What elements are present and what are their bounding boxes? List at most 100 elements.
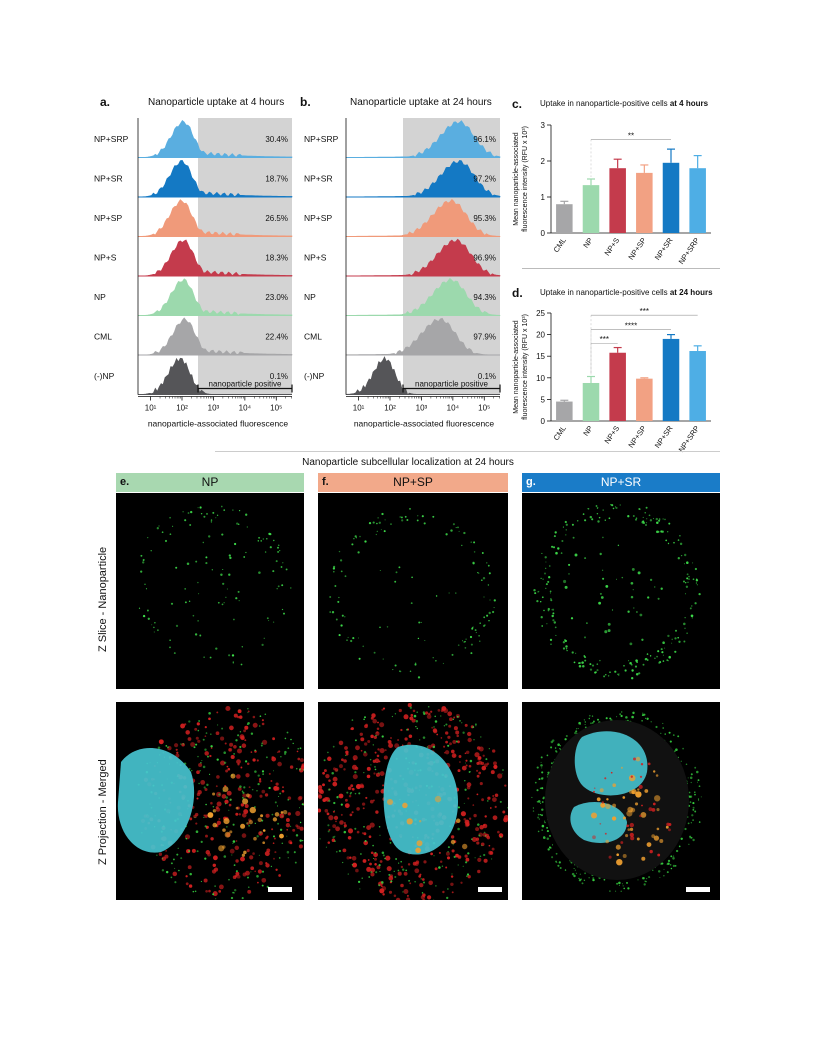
nanoparticle-dot [619, 504, 621, 506]
nanoparticle-dot [188, 720, 191, 723]
nanoparticle-dot [199, 506, 202, 509]
nanoparticle-dot [423, 881, 425, 884]
lysosome-dot [370, 716, 374, 720]
nanoparticle-dot [273, 539, 275, 542]
lysosome-dot [492, 749, 496, 753]
row-label: (-)NP [94, 371, 115, 381]
lysosome-dot [342, 848, 347, 853]
nanoparticle-dot [370, 764, 372, 766]
lysosome-dot [464, 752, 467, 755]
nanoparticle-dot [237, 590, 240, 593]
lysosome-dot [344, 803, 350, 808]
nanoparticle-dot [400, 516, 403, 519]
lysosome-dot [233, 713, 238, 718]
nanoparticle-dot [230, 896, 234, 900]
lysosome-dot [285, 823, 291, 828]
row-label: NP+S [304, 252, 327, 262]
lysosome-dot [190, 742, 196, 747]
nanoparticle-dot [609, 717, 612, 720]
lysosome-dot [369, 799, 374, 804]
nanoparticle-dot [582, 664, 585, 668]
nanoparticle-dot [464, 640, 466, 643]
nanoparticle-dot [451, 653, 454, 656]
nanoparticle-dot [340, 570, 343, 573]
nanoparticle-dot [361, 877, 363, 879]
nanoparticle-dot [417, 515, 419, 517]
lysosome-dot [423, 860, 427, 864]
nanoparticle-dot [683, 580, 685, 583]
row-label: NP+SP [94, 213, 122, 223]
lysosome-dot [450, 835, 455, 839]
nanoparticle-dot [588, 717, 591, 720]
lysosome-dot [352, 774, 358, 780]
colocalized-dot [272, 817, 278, 822]
nanoparticle-dot [331, 611, 335, 614]
nanoparticle-dot [552, 608, 555, 611]
nanoparticle-dot [537, 591, 539, 593]
histogram-np-srp [137, 119, 293, 158]
nanoparticle-dot [226, 588, 228, 590]
nanoparticle-dot [218, 793, 221, 796]
nanoparticle-dot [399, 516, 401, 518]
x-tick-label: NP+SP [626, 236, 648, 261]
nanoparticle-dot [642, 663, 645, 666]
nanoparticle-dot [561, 539, 564, 543]
nanoparticle-dot [329, 611, 332, 613]
colocalized-dot [646, 842, 652, 847]
nanoparticle-dot [614, 670, 617, 673]
nanoparticle-dot [256, 835, 259, 838]
nanoparticle-dot [475, 725, 477, 727]
column-header-np-sp-label: NP+SP [393, 475, 433, 489]
nanoparticle-dot [200, 762, 202, 764]
lysosome-dot [476, 769, 479, 772]
lysosome-dot [397, 738, 400, 742]
lysosome-dot [466, 785, 471, 790]
lysosome-dot [349, 813, 353, 817]
nanoparticle-dot [406, 519, 409, 521]
nanoparticle-dot [696, 781, 699, 783]
significance-label: ** [628, 131, 634, 140]
lysosome-dot [187, 737, 192, 741]
lysosome-dot [601, 801, 605, 804]
panel-c-title-bold: at 4 hours [669, 99, 709, 108]
nanoparticle-dot [540, 577, 542, 579]
colocalized-dot [655, 774, 659, 777]
lysosome-dot [246, 849, 250, 853]
nanoparticle-dot [262, 773, 264, 775]
nanoparticle-dot [209, 656, 212, 659]
nanoparticle-dot [548, 576, 551, 579]
nanoparticle-dot [414, 881, 416, 883]
lysosome-dot [668, 828, 671, 832]
nanoparticle-dot [447, 850, 449, 853]
nucleus [117, 748, 195, 853]
nanoparticle-dot [473, 739, 475, 741]
nanoparticle-dot [591, 715, 594, 717]
nanoparticle-dot [559, 867, 562, 869]
nanoparticle-dot [338, 849, 342, 853]
nanoparticle-dot [662, 722, 664, 724]
nanoparticle-dot [592, 720, 595, 723]
nanoparticle-dot [658, 661, 661, 664]
nanoparticle-dot [538, 778, 541, 781]
lysosome-dot [343, 759, 347, 763]
lysosome-dot [261, 722, 265, 726]
nanoparticle-dot [335, 850, 338, 853]
nanoparticle-dot [232, 509, 234, 511]
lysosome-dot [375, 789, 380, 794]
nanoparticle-dot [547, 848, 550, 851]
nanoparticle-dot [574, 731, 577, 735]
lysosome-dot [382, 707, 386, 710]
nanoparticle-dot [205, 803, 207, 806]
percent-label: 95.3% [473, 214, 496, 223]
nanoparticle-dot [680, 760, 682, 762]
nanoparticle-dot [350, 791, 352, 794]
lysosome-dot [368, 835, 372, 839]
nanoparticle-dot [536, 599, 539, 603]
lysosome-dot [363, 840, 368, 846]
colocalized-dot [600, 802, 606, 808]
nanoparticle-dot [574, 869, 576, 871]
lysosome-dot [212, 891, 218, 897]
nanoparticle-dot [232, 840, 236, 843]
bar-np-s [609, 168, 626, 233]
nanoparticle-dot [226, 826, 228, 828]
